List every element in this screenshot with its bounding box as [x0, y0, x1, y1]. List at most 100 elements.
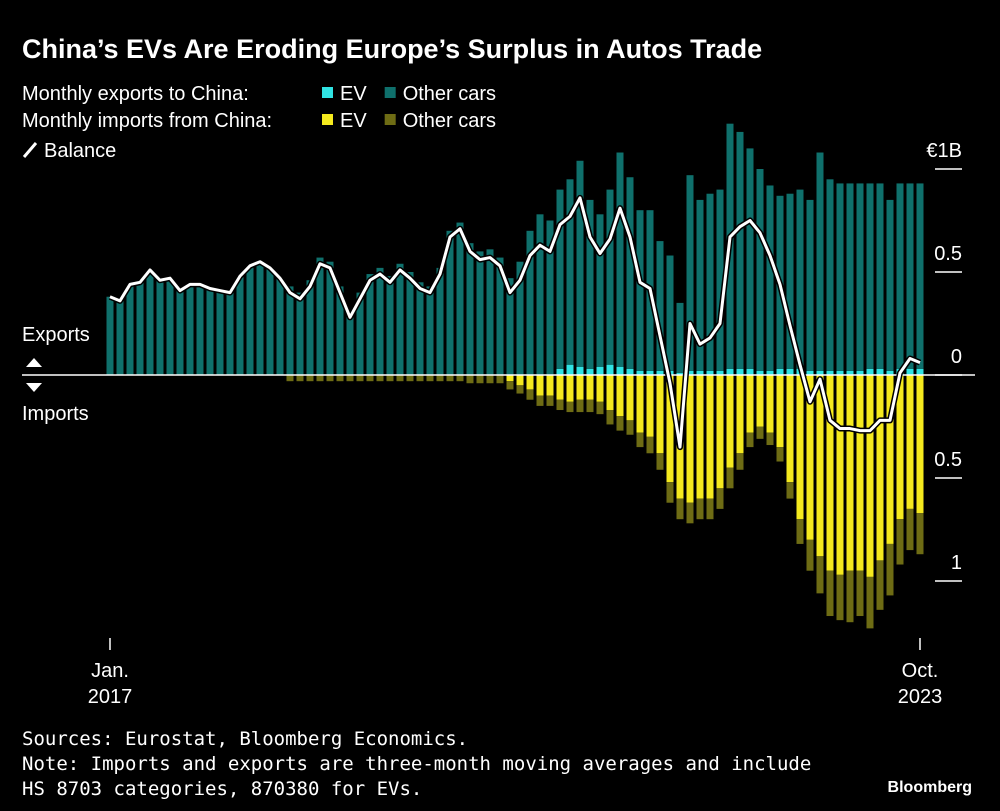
exports-bar	[586, 368, 594, 375]
imports-label: Imports	[22, 403, 89, 425]
exports-bar	[236, 276, 244, 375]
imports-bar	[826, 375, 834, 571]
down-arrow	[26, 383, 42, 392]
exports-bar	[626, 177, 634, 369]
imports-bar	[506, 375, 514, 382]
exports-bar	[606, 189, 614, 365]
y-tick-label: 1	[951, 552, 962, 574]
imports-bar	[646, 375, 654, 437]
legend-label: Other cars	[403, 110, 496, 132]
imports-bar	[906, 508, 914, 551]
imports-bar	[366, 375, 374, 382]
imports-bar	[766, 432, 774, 446]
exports-bar	[566, 179, 574, 365]
imports-bar	[816, 556, 824, 594]
legend-label: EV	[340, 110, 367, 132]
imports-bar	[646, 436, 654, 454]
exports-bar	[746, 368, 754, 375]
y-tick-label: 0.5	[934, 449, 962, 471]
imports-bar	[526, 375, 534, 390]
imports-bar	[846, 570, 854, 623]
imports-bar	[626, 375, 634, 421]
imports-bar	[306, 375, 314, 382]
imports-bar	[786, 375, 794, 483]
exports-bar	[656, 370, 664, 375]
x-tick-label: Oct. 2023	[898, 660, 943, 708]
exports-bar	[196, 284, 204, 375]
exports-bar	[136, 282, 144, 375]
exports-bar	[266, 267, 274, 375]
imports-bar	[426, 375, 434, 382]
exports-bar	[376, 267, 384, 375]
imports-bar	[666, 375, 674, 483]
legend-swatch	[322, 87, 333, 98]
imports-bar	[566, 401, 574, 413]
imports-bar	[696, 498, 704, 520]
imports-bar	[766, 375, 774, 433]
exports-bar	[556, 368, 564, 375]
imports-bar	[736, 453, 744, 470]
imports-bar	[866, 375, 874, 577]
exports-bar	[446, 230, 454, 375]
exports-bar	[786, 368, 794, 375]
exports-bar	[816, 370, 824, 375]
balance-line	[109, 196, 921, 449]
imports-bar	[796, 375, 804, 520]
exports-bar	[356, 292, 364, 375]
imports-bar	[716, 375, 724, 489]
exports-bar	[736, 368, 744, 375]
imports-bar	[716, 488, 724, 509]
exports-bar	[686, 175, 694, 371]
exports-bar	[836, 183, 844, 371]
imports-bar	[456, 375, 464, 382]
imports-bar	[396, 375, 404, 382]
exports-bar	[316, 257, 324, 375]
exports-bar	[856, 183, 864, 371]
imports-bar	[776, 447, 784, 462]
exports-bar	[636, 370, 644, 375]
imports-bar	[726, 375, 734, 468]
imports-bar	[296, 375, 304, 382]
imports-bar	[596, 401, 604, 415]
imports-bar	[696, 375, 704, 499]
exports-bar	[876, 368, 884, 375]
exports-bar	[886, 370, 894, 375]
imports-bar	[746, 432, 754, 448]
imports-bar	[746, 375, 754, 433]
exports-bar	[906, 183, 914, 369]
imports-bar	[636, 375, 644, 433]
imports-bar	[706, 498, 714, 520]
imports-bar	[536, 395, 544, 406]
imports-bar	[836, 375, 844, 575]
imports-bar	[796, 519, 804, 544]
exports-bar	[696, 199, 704, 371]
imports-bar	[576, 375, 584, 400]
imports-bar	[406, 375, 414, 382]
exports-bar	[776, 368, 784, 375]
imports-bar	[846, 375, 854, 571]
exports-bar	[576, 160, 584, 367]
legend-label: Other cars	[403, 83, 496, 105]
exports-bar	[496, 257, 504, 375]
imports-bar	[616, 375, 624, 417]
exports-bar	[586, 199, 594, 369]
exports-bar	[406, 272, 414, 375]
exports-bar	[676, 372, 684, 375]
exports-bar	[646, 370, 654, 375]
imports-bar	[546, 395, 554, 406]
exports-bar	[916, 368, 924, 375]
imports-bar	[486, 375, 494, 384]
exports-bar	[756, 169, 764, 371]
imports-bar	[826, 570, 834, 617]
imports-bar	[856, 570, 864, 617]
imports-bar	[496, 375, 504, 384]
up-arrow	[26, 358, 42, 367]
exports-bar	[526, 230, 534, 375]
imports-bar	[286, 375, 294, 382]
exports-bar	[686, 370, 694, 375]
exports-bar	[286, 286, 294, 375]
note: HS 8703 categories, 870380 for EVs.	[22, 778, 422, 800]
imports-bar	[806, 375, 814, 540]
exports-bar	[716, 370, 724, 375]
imports-bar	[356, 375, 364, 382]
